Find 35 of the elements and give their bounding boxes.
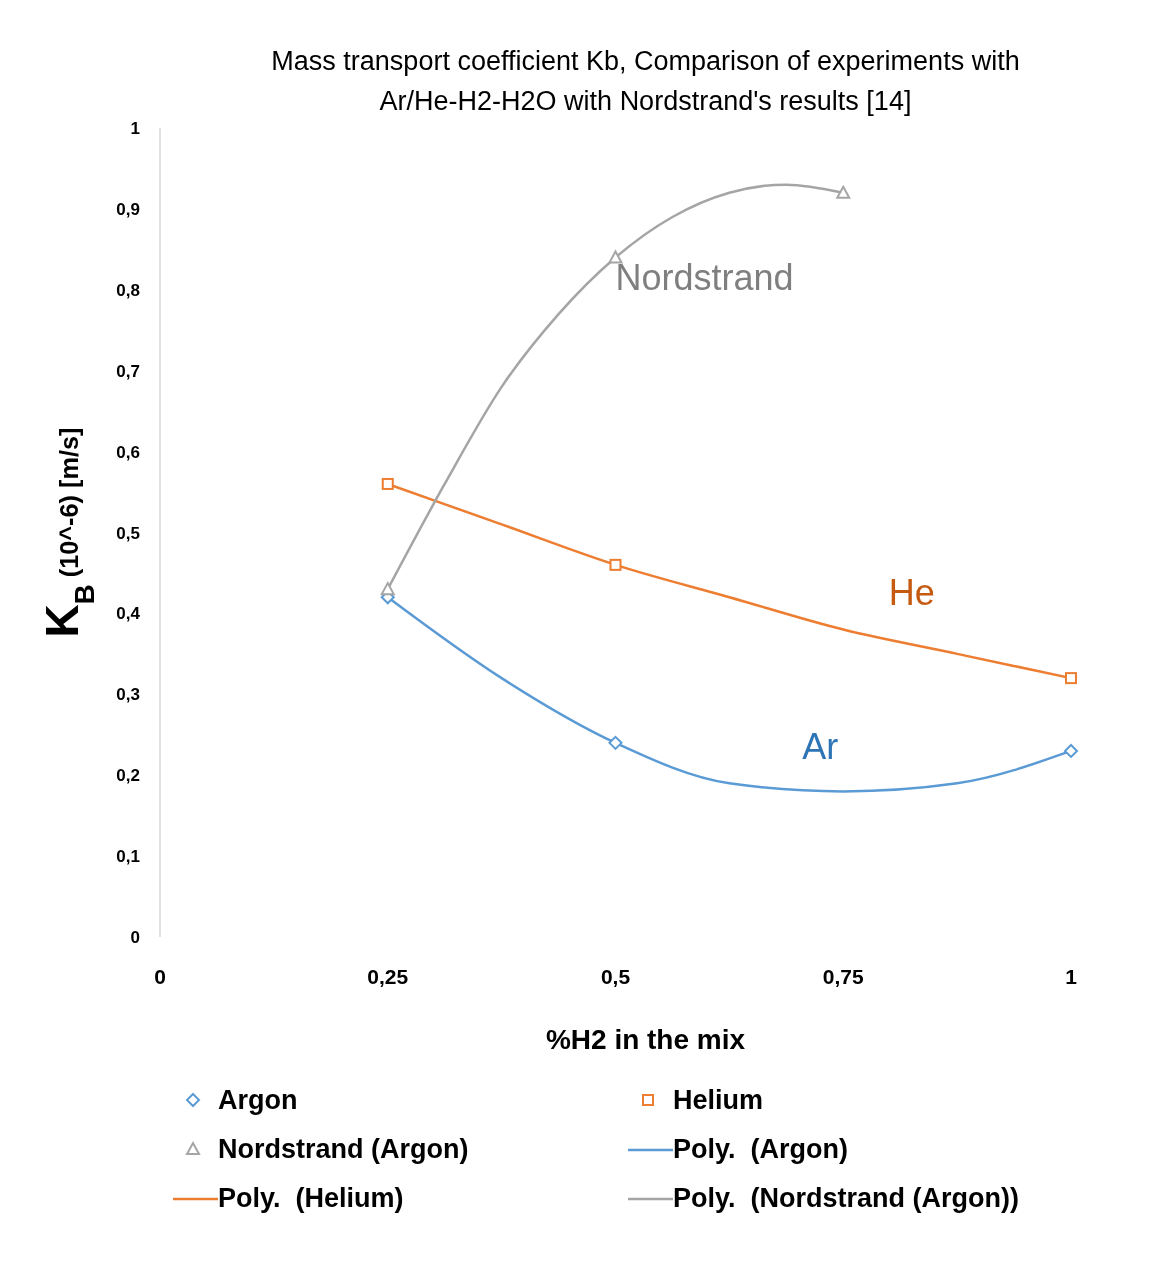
annotation: Nordstrand <box>615 256 794 298</box>
point <box>381 477 394 490</box>
legend-label: Nordstrand (Argon) <box>218 1134 469 1164</box>
y-tick-label: 1 <box>130 119 140 138</box>
point <box>609 558 622 571</box>
y-tick-label: 0,4 <box>116 604 141 624</box>
y-tick-label: 0,3 <box>116 685 140 705</box>
y-tick-label: 0,8 <box>116 280 140 300</box>
x-tick-label: 0,5 <box>600 965 631 988</box>
legend-label: Poly. (Argon) <box>673 1134 848 1164</box>
annotation: Ar <box>802 726 839 768</box>
y-tick-label: 0,7 <box>116 361 140 381</box>
point <box>1064 743 1078 758</box>
y-tick-label: 0,6 <box>116 442 140 462</box>
y-tick-label: 0,5 <box>116 523 140 543</box>
point <box>836 185 851 199</box>
y-tick-label: 0,1 <box>116 847 140 867</box>
x-tick-label: 0,25 <box>367 965 409 988</box>
point <box>608 735 623 750</box>
annotation: He <box>888 572 935 614</box>
legend-label: Helium <box>673 1085 764 1115</box>
y-tick-label: 0,2 <box>116 766 140 786</box>
point <box>608 250 623 264</box>
x-tick-label: 0 <box>154 965 166 988</box>
y-tick-label: 0,9 <box>116 199 140 219</box>
x-tick-label: 1 <box>1065 965 1078 988</box>
legend-label: Argon <box>218 1085 298 1115</box>
legend-label: Poly. (Nordstrand (Argon)) <box>673 1183 1019 1213</box>
legend-label: Poly. (Helium) <box>218 1183 404 1213</box>
point <box>1065 672 1077 685</box>
x-axis-title: %H2 in the mix <box>545 1024 746 1055</box>
x-tick-label: 0,75 <box>822 965 865 988</box>
y-tick-label: 0 <box>130 928 140 947</box>
point <box>380 582 395 596</box>
chart-title: Mass transport coefficient Kb, Comparison of experiments with Ar/He-H2-H2O with Nordstrand's results [14] <box>271 46 1020 116</box>
